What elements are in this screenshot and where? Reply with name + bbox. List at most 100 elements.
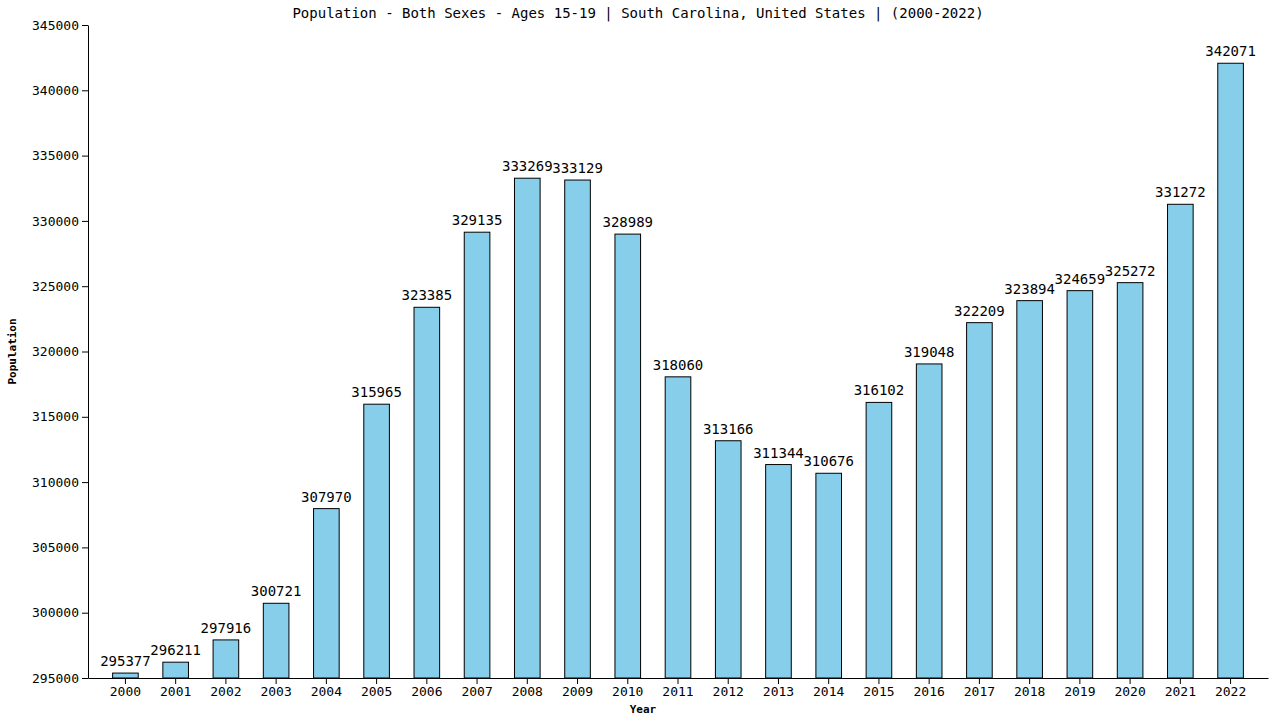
bar <box>263 603 289 678</box>
data-label: 313166 <box>703 421 754 437</box>
y-tick-mark <box>82 613 88 614</box>
x-tick: 2020 <box>1114 678 1145 699</box>
x-tick-label: 2011 <box>662 684 693 699</box>
y-tick-label: 340000 <box>32 83 79 98</box>
x-tick-label: 2014 <box>813 684 844 699</box>
x-tick-mark <box>527 678 528 684</box>
x-tick-mark <box>577 678 578 684</box>
x-tick-mark <box>828 678 829 684</box>
data-label: 325272 <box>1105 263 1156 279</box>
x-tick-mark <box>326 678 327 684</box>
x-tick-label: 2002 <box>210 684 241 699</box>
x-tick-label: 2006 <box>411 684 442 699</box>
x-tick-label: 2008 <box>512 684 543 699</box>
bar <box>213 640 239 678</box>
bar <box>1067 291 1093 678</box>
bar <box>665 377 691 678</box>
x-tick-label: 2021 <box>1165 684 1196 699</box>
x-tick: 2018 <box>1014 678 1045 699</box>
bar <box>866 402 892 678</box>
x-tick-mark <box>627 678 628 684</box>
x-tick-mark <box>276 678 277 684</box>
bar <box>314 509 340 678</box>
x-tick-label: 2003 <box>260 684 291 699</box>
x-tick: 2008 <box>512 678 543 699</box>
chart: 2950003000003050003100003150003200003250… <box>0 0 1280 720</box>
y-tick-label: 325000 <box>32 279 79 294</box>
x-tick-label: 2015 <box>863 684 894 699</box>
x-tick: 2009 <box>562 678 593 699</box>
x-tick-mark <box>426 678 427 684</box>
y-tick-mark <box>82 221 88 222</box>
x-tick: 2003 <box>260 678 291 699</box>
bar <box>816 473 842 678</box>
bar <box>1117 283 1143 678</box>
y-tick: 325000 <box>32 279 88 294</box>
bar <box>1017 301 1043 678</box>
x-tick-label: 2000 <box>110 684 141 699</box>
data-label: 311344 <box>753 445 804 461</box>
x-tick-mark <box>1180 678 1181 684</box>
bar <box>514 178 540 678</box>
bar <box>1168 204 1194 678</box>
y-tick: 300000 <box>32 605 88 620</box>
y-tick: 330000 <box>32 214 88 229</box>
data-label: 333129 <box>552 160 603 176</box>
y-tick: 345000 <box>32 18 88 33</box>
data-label: 296211 <box>150 642 201 658</box>
y-tick-label: 295000 <box>32 671 79 686</box>
x-tick: 2019 <box>1064 678 1095 699</box>
y-tick: 320000 <box>32 344 88 359</box>
x-tick-label: 2020 <box>1114 684 1145 699</box>
x-tick-mark <box>929 678 930 684</box>
y-axis: 2950003000003050003100003150003200003250… <box>32 18 88 686</box>
bar <box>1218 63 1244 678</box>
bar <box>715 441 741 678</box>
x-tick: 2016 <box>914 678 945 699</box>
x-tick-label: 2013 <box>763 684 794 699</box>
bar <box>565 180 591 678</box>
data-label: 323385 <box>402 287 453 303</box>
bar <box>766 465 792 678</box>
x-tick-mark <box>175 678 176 684</box>
x-tick-label: 2012 <box>713 684 744 699</box>
bar <box>916 364 942 678</box>
y-tick: 310000 <box>32 475 88 490</box>
bar <box>364 404 390 678</box>
data-label: 297916 <box>201 620 252 636</box>
data-label: 342071 <box>1205 43 1256 59</box>
data-label: 319048 <box>904 344 955 360</box>
y-tick-label: 315000 <box>32 409 79 424</box>
bar <box>464 232 490 678</box>
x-tick: 2014 <box>813 678 844 699</box>
x-tick: 2011 <box>662 678 693 699</box>
plot: 2950003000003050003100003150003200003250… <box>32 18 1268 700</box>
y-tick: 315000 <box>32 409 88 424</box>
x-tick: 2002 <box>210 678 241 699</box>
data-label: 318060 <box>653 357 704 373</box>
x-tick: 2015 <box>863 678 894 699</box>
x-tick-mark <box>125 678 126 684</box>
title: Population - Both Sexes - Ages 15-19 | S… <box>292 5 983 22</box>
x-tick: 2010 <box>612 678 643 699</box>
bar <box>163 662 189 678</box>
bar <box>967 323 993 678</box>
x-tick-mark <box>376 678 377 684</box>
y-tick-mark <box>82 352 88 353</box>
bar <box>615 234 641 678</box>
x-tick: 2013 <box>763 678 794 699</box>
x-tick: 2000 <box>110 678 141 699</box>
y-tick: 335000 <box>32 148 88 163</box>
data-label: 307970 <box>301 489 352 505</box>
bars <box>113 63 1244 678</box>
x-tick-mark <box>728 678 729 684</box>
y-tick-mark <box>82 286 88 287</box>
y-axis-title: Population <box>6 318 19 384</box>
x-tick: 2005 <box>361 678 392 699</box>
y-tick-label: 335000 <box>32 148 79 163</box>
y-tick-mark <box>82 482 88 483</box>
data-label: 331272 <box>1155 184 1206 200</box>
x-tick: 2022 <box>1215 678 1246 699</box>
data-label: 316102 <box>854 382 905 398</box>
x-tick: 2012 <box>713 678 744 699</box>
